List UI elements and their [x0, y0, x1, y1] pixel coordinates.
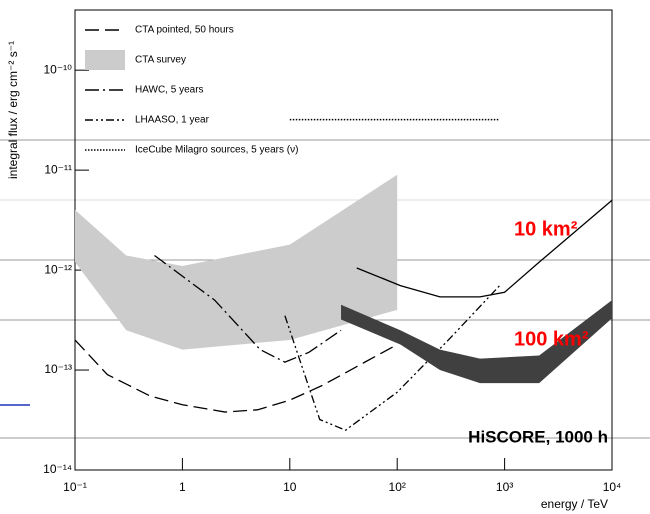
- y-axis-label: integral flux / erg cm⁻² s⁻¹: [6, 41, 20, 179]
- legend-label: HAWC, 5 years: [135, 85, 204, 96]
- y-tick-label: 10⁻¹⁰: [44, 62, 73, 76]
- y-tick-label: 10⁻¹³: [44, 362, 72, 376]
- legend-swatch: [85, 50, 125, 70]
- y-tick-label: 10⁻¹¹: [44, 162, 72, 176]
- x-tick-label: 1: [179, 480, 186, 494]
- annotation: HiSCORE, 1000 h: [468, 427, 608, 446]
- legend-label: CTA survey: [135, 55, 186, 66]
- line: [75, 340, 397, 412]
- legend-label: LHAASO, 1 year: [135, 115, 210, 126]
- x-tick-label: 10: [283, 480, 297, 494]
- x-tick-label: 10⁴: [603, 480, 622, 494]
- legend-label: CTA pointed, 50 hours: [135, 25, 234, 36]
- curve-label: 100 km²: [514, 328, 589, 350]
- y-tick-label: 10⁻¹²: [44, 262, 72, 276]
- x-axis-label: energy / TeV: [541, 497, 608, 511]
- y-tick-label: 10⁻¹⁴: [43, 462, 72, 476]
- curve-label: 10 km²: [514, 218, 578, 240]
- legend-label: IceCube Milagro sources, 5 years (ν): [135, 145, 298, 156]
- x-tick-label: 10²: [389, 480, 406, 494]
- chart: integral flux / erg cm⁻² s⁻¹ energy / Te…: [0, 0, 650, 514]
- x-tick-label: 10³: [496, 480, 513, 494]
- x-tick-label: 10⁻¹: [63, 480, 87, 494]
